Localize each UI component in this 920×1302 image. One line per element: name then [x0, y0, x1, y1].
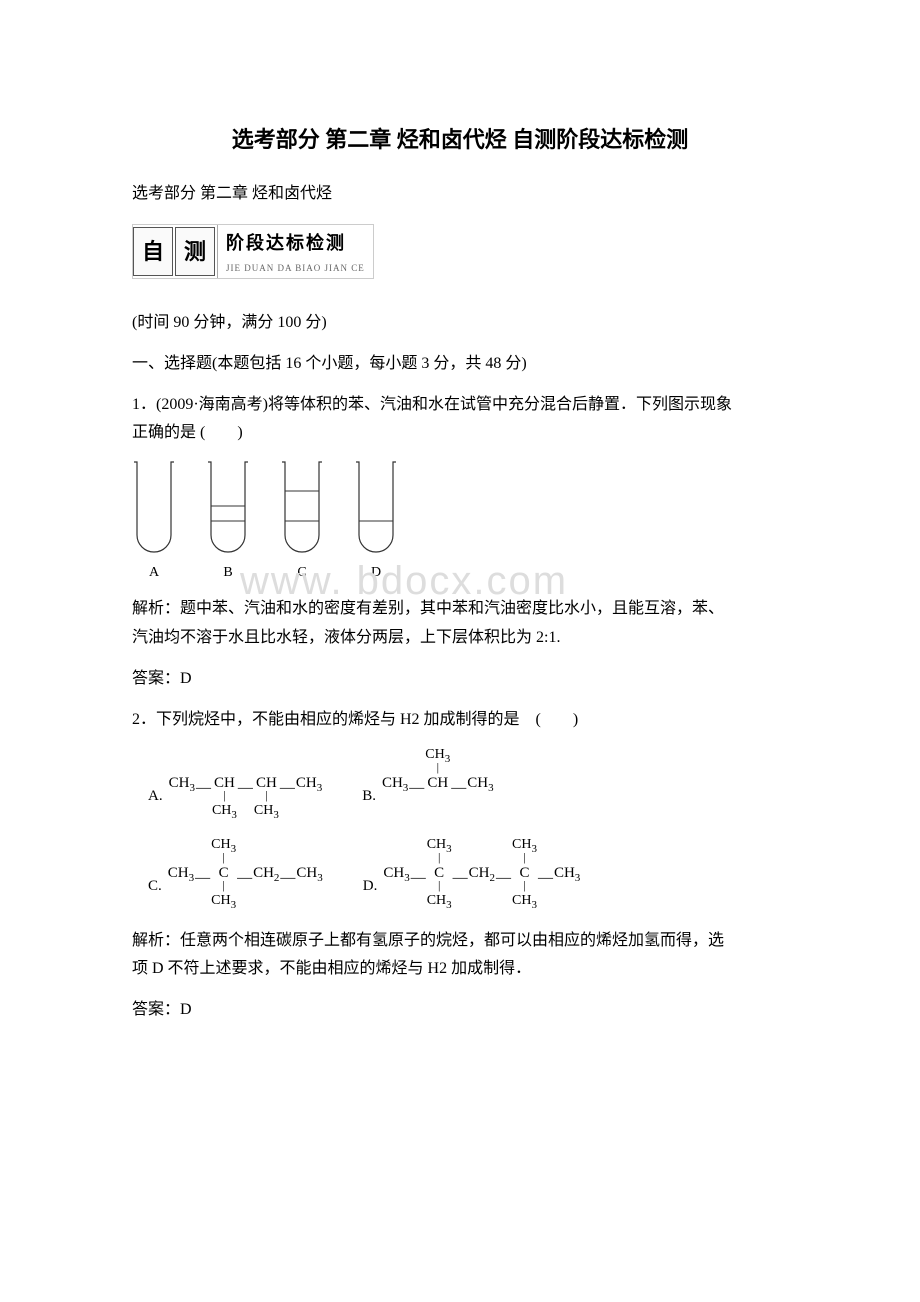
q1-analysis-line2: 汽油均不溶于水且比水轻，液体分两层，上下层体积比为 2:1. [100, 624, 820, 653]
q2-option-d: D. CH3 — CH3|C|CH3 — CH2 — CH3|C|CH3 — C… [363, 837, 581, 909]
q2-options-block: A. CH3 — CH|CH3 — CH|CH3 — CH3 B. CH3 — … [148, 747, 820, 909]
tube-svg [206, 460, 250, 556]
timing-info: (时间 90 分钟，满分 100 分) [100, 309, 820, 338]
badge-script-text: 阶段达标检测 [226, 227, 365, 259]
tube-label: A [149, 560, 159, 585]
badge-char-1: 自 [133, 227, 173, 277]
q2-analysis-line1: 解析：任意两个相连碳原子上都有氢原子的烷烃，都可以由相应的烯烃加氢而得，选 [100, 927, 820, 956]
q2-stem: 2．下列烷烃中，不能由相应的烯烃与 H2 加成制得的是 ( ) [100, 706, 820, 735]
badge-script-area: 阶段达标检测 JIE DUAN DA BIAO JIAN CE [217, 225, 373, 278]
tube-label: B [223, 560, 232, 585]
q2-answer: 答案：D [100, 996, 820, 1025]
tube-svg [354, 460, 398, 556]
q2-analysis-line2: 项 D 不符上述要求，不能由相应的烯烃与 H2 加成制得． [100, 955, 820, 984]
badge-char-2: 测 [175, 227, 215, 277]
chapter-subtitle: 选考部分 第二章 烃和卤代烃 [100, 180, 820, 209]
q1-stem-line2: 正确的是 ( ) [100, 419, 820, 448]
page-title: 选考部分 第二章 烃和卤代烃 自测阶段达标检测 [100, 120, 820, 160]
q1-stem-line1: 1．(2009·海南高考)将等体积的苯、汽油和水在试管中充分混合后静置．下列图示… [100, 391, 820, 420]
q1-answer: 答案：D [100, 665, 820, 694]
tube-a: A [132, 460, 176, 585]
tube-b: B [206, 460, 250, 585]
section-1-header: 一、选择题(本题包括 16 个小题，每小题 3 分，共 48 分) [100, 350, 820, 379]
tube-svg [280, 460, 324, 556]
tube-svg [132, 460, 176, 556]
q2-option-a: A. CH3 — CH|CH3 — CH|CH3 — CH3 [148, 747, 322, 819]
q2-option-c: C. CH3 — CH3|C|CH3 — CH2 — CH3 [148, 837, 323, 909]
watermark-text: www. bdocx.com [240, 559, 568, 603]
q2-option-b: B. CH3 — CH3|CH — CH3 [362, 747, 493, 819]
badge-pinyin: JIE DUAN DA BIAO JIAN CE [226, 260, 365, 276]
self-test-badge: 自 测 阶段达标检测 JIE DUAN DA BIAO JIAN CE [132, 224, 374, 279]
